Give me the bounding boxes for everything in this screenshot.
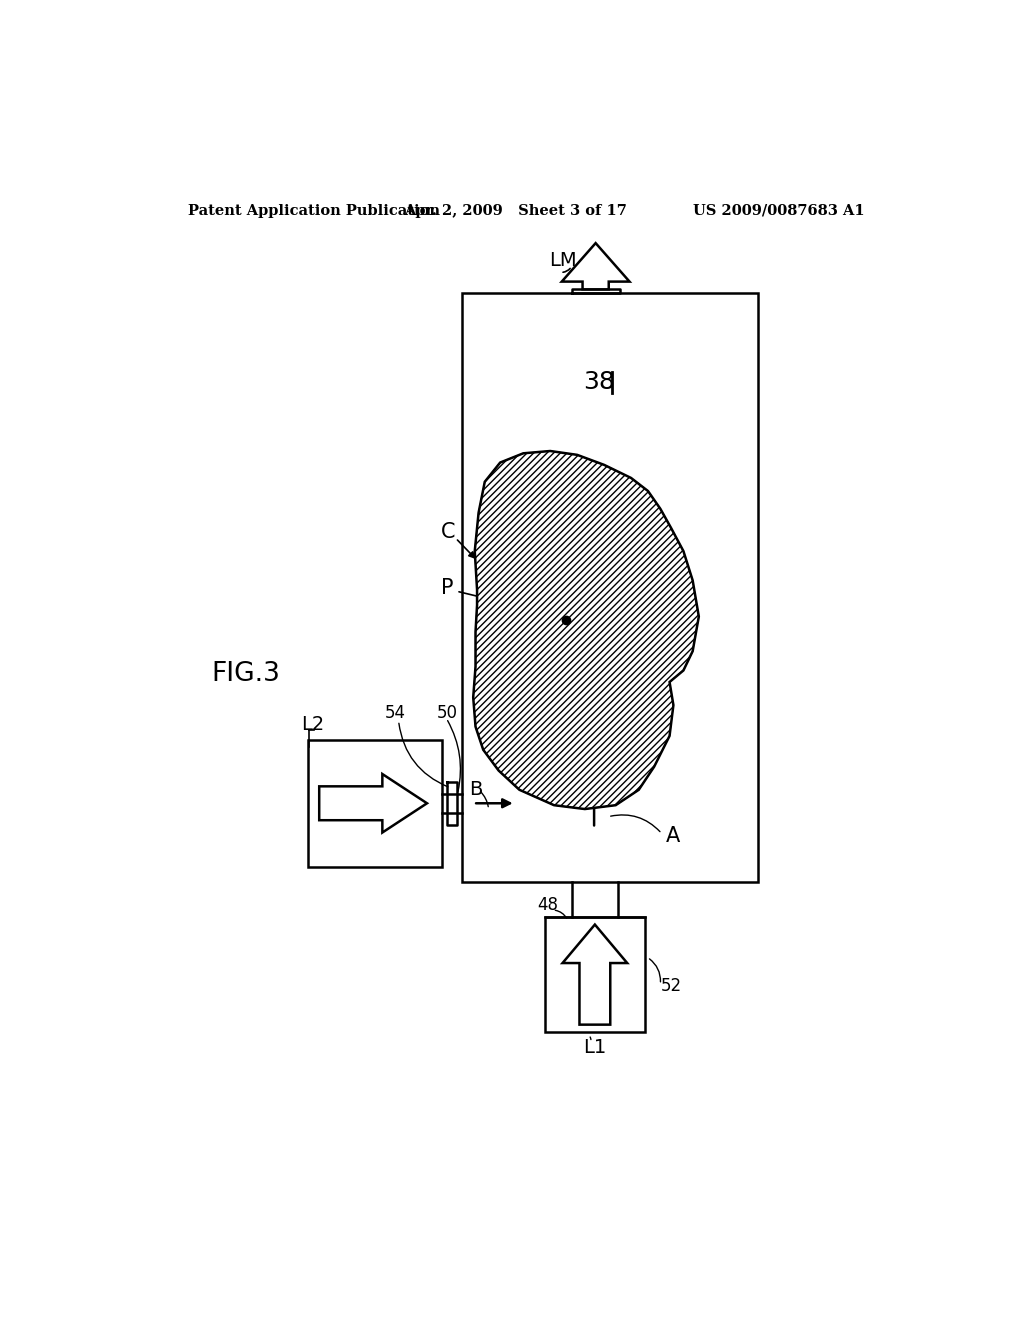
Text: 48: 48 <box>538 896 558 915</box>
Text: 50: 50 <box>437 704 458 722</box>
Bar <box>545 917 645 1032</box>
Text: FIG.3: FIG.3 <box>211 661 281 688</box>
Text: Patent Application Publication: Patent Application Publication <box>188 203 440 218</box>
Polygon shape <box>562 924 628 1024</box>
Text: LM: LM <box>549 251 577 271</box>
Text: 54: 54 <box>385 704 406 722</box>
Bar <box>307 739 442 867</box>
Text: US 2009/0087683 A1: US 2009/0087683 A1 <box>692 203 864 218</box>
Text: 52: 52 <box>660 977 681 995</box>
Text: P: P <box>441 578 454 598</box>
Text: L1: L1 <box>584 1039 606 1057</box>
Bar <box>462 293 758 882</box>
Text: L2: L2 <box>301 715 325 734</box>
Polygon shape <box>319 774 427 833</box>
Text: 38: 38 <box>583 370 614 393</box>
Text: C: C <box>441 521 456 541</box>
Polygon shape <box>473 451 698 809</box>
Text: B: B <box>469 780 482 800</box>
Text: Apr. 2, 2009   Sheet 3 of 17: Apr. 2, 2009 Sheet 3 of 17 <box>403 203 627 218</box>
Polygon shape <box>562 243 630 289</box>
Text: A: A <box>666 826 680 846</box>
